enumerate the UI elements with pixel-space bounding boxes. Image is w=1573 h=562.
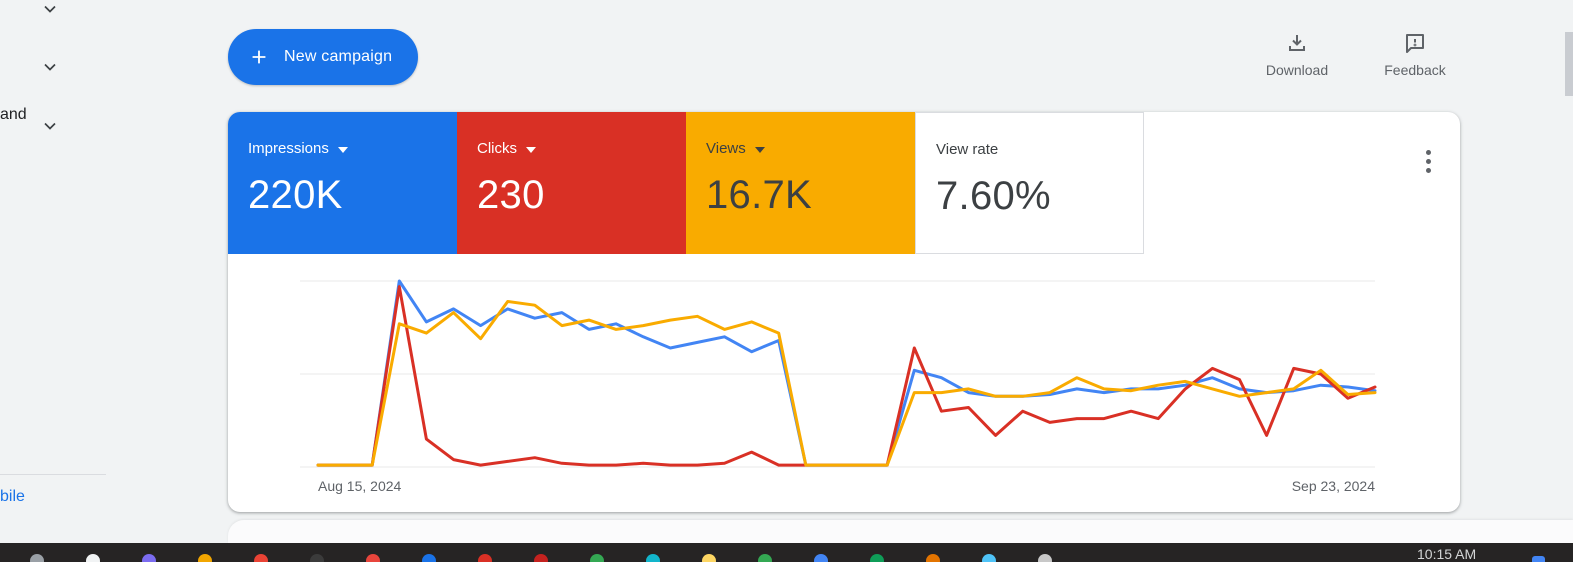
chevron-down-icon[interactable] [42,1,58,17]
dropdown-arrow-icon [754,146,765,153]
taskbar-app-icon[interactable] [366,554,380,562]
scorecard-label: View rate [936,141,999,158]
scorecard-band: Impressions 220K Clicks 230 Views 16.7K [228,112,1460,254]
taskbar-app-icon[interactable] [254,554,268,562]
new-campaign-button[interactable]: New campaign [228,29,419,85]
taskbar-app-icon[interactable] [198,554,212,562]
taskbar-app-icon[interactable] [870,554,884,562]
taskbar-app-icon[interactable] [758,554,772,562]
taskbar-app-icon[interactable] [926,554,940,562]
download-icon [1285,31,1309,55]
feedback-icon [1403,31,1427,55]
taskbar-app-icon[interactable] [534,554,548,562]
scorecard-view-rate[interactable]: View rate 7.60% [915,112,1144,254]
taskbar-app-icon[interactable] [702,554,716,562]
kebab-dot [1425,167,1431,173]
scorecard-label: Clicks [477,140,517,157]
sidebar-nav-item-partial[interactable]: and [0,106,27,123]
taskbar-clock[interactable]: 10:15 AM [1417,546,1477,562]
new-campaign-label: New campaign [284,48,393,65]
taskbar-app-icon[interactable] [478,554,492,562]
feedback-button[interactable]: Feedback [1370,30,1460,79]
kebab-dot [1425,158,1431,164]
taskbar-app-icon[interactable] [142,554,156,562]
scorecard-value: 7.60% [936,174,1051,218]
taskbar-app-icon[interactable] [86,554,100,562]
kebab-dot [1425,149,1431,155]
scorecard-value: 220K [248,173,343,217]
sidebar-link-partial[interactable]: bile [0,488,25,505]
taskbar-tray-icon[interactable] [1532,556,1545,562]
scorecard-impressions[interactable]: Impressions 220K [228,112,457,254]
scrollbar-thumb[interactable] [1565,32,1573,96]
scorecard-clicks[interactable]: Clicks 230 [457,112,686,254]
chevron-down-icon[interactable] [42,118,58,134]
taskbar-app-icon[interactable] [982,554,996,562]
performance-chart[interactable] [228,112,1460,512]
scorecard-value: 230 [477,173,545,217]
scorecard-views[interactable]: Views 16.7K [686,112,915,254]
feedback-label: Feedback [1384,62,1446,78]
dropdown-arrow-icon [526,146,536,153]
download-button[interactable]: Download [1252,30,1342,79]
scorecard-label: Views [706,140,746,157]
download-label: Download [1265,62,1329,78]
x-axis-end-label: Sep 23, 2024 [1291,478,1375,494]
scorecard-value: 16.7K [706,173,813,217]
taskbar-app-icon[interactable] [310,554,324,562]
chart-line-views [316,300,1377,467]
chart-line-clicks [316,285,1377,467]
taskbar-app-icon[interactable] [814,554,828,562]
dropdown-arrow-icon [337,146,348,153]
taskbar: 10:15 AM [0,543,1573,562]
page-bottom-edge [228,520,1573,543]
chevron-down-icon[interactable] [42,59,58,75]
taskbar-app-icon[interactable] [646,554,660,562]
taskbar-app-icon[interactable] [1038,554,1052,562]
taskbar-app-icon[interactable] [422,554,436,562]
scorecard-label: Impressions [248,140,329,157]
chart-line-impressions [316,279,1377,467]
x-axis-start-label: Aug 15, 2024 [318,478,402,494]
overview-card: Impressions 220K Clicks 230 Views 16.7K [228,112,1460,512]
sidebar-divider [0,474,106,475]
taskbar-app-icon[interactable] [590,554,604,562]
more-options-button[interactable] [1414,142,1442,180]
taskbar-app-icon[interactable] [30,554,44,562]
plus-icon [248,46,270,68]
